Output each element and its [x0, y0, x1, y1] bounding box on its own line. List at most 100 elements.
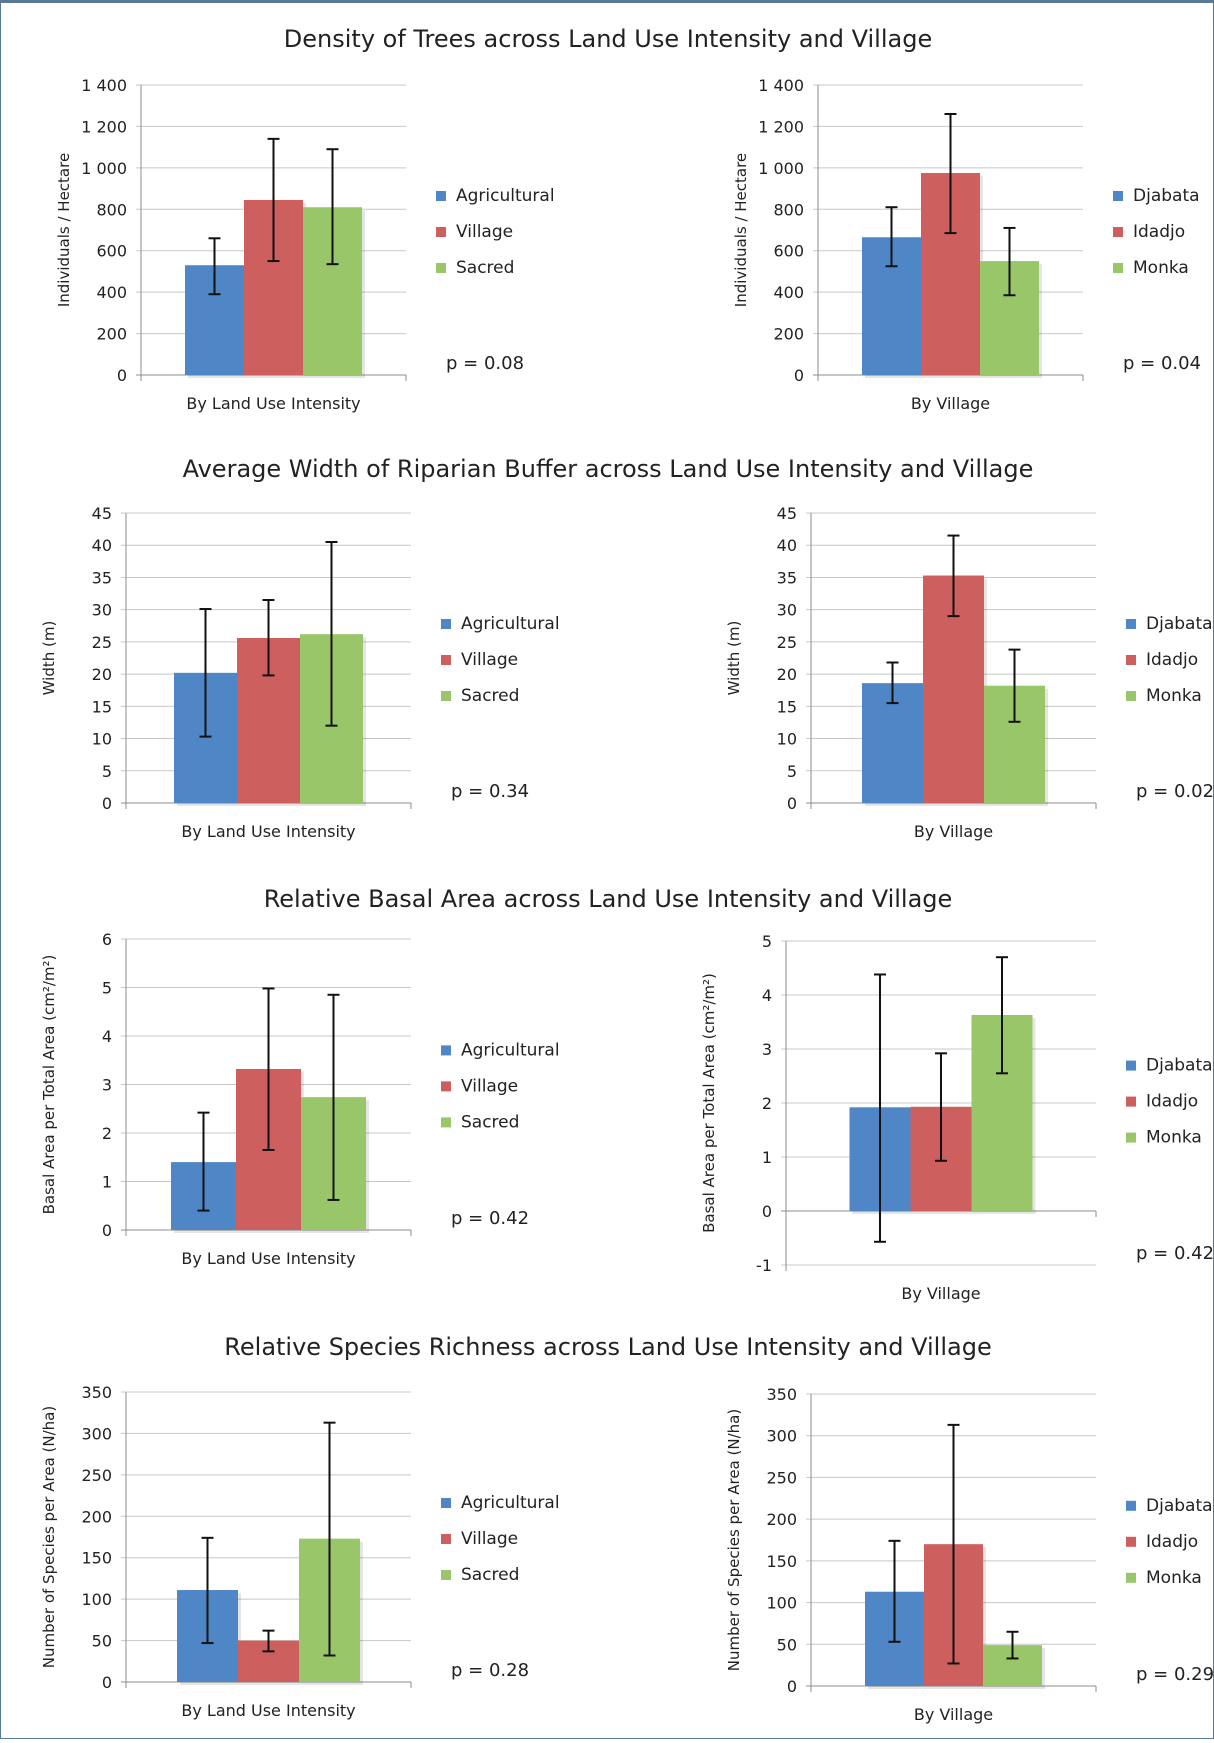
- y-tick-label: 5: [102, 979, 112, 998]
- panel-title-tree-density: Density of Trees across Land Use Intensi…: [283, 25, 933, 53]
- y-axis-label: Individuals / Hectare: [732, 153, 750, 307]
- chart-tree-density-village: 0 200 400 600 800 1 000 1 200 1 400 By Village In…: [732, 76, 1201, 413]
- legend-swatch: [441, 655, 451, 665]
- legend-label: Monka: [1146, 1128, 1202, 1148]
- y-tick-label: 0: [117, 366, 127, 385]
- chart-tree-density-land-use: 0 200 400 600 800 1 000 1 200 1 400 By Land Use …: [55, 76, 555, 413]
- y-tick-label: 20: [92, 665, 112, 684]
- y-tick-label: -1: [756, 1256, 772, 1275]
- x-axis-label: By Village: [914, 1705, 993, 1724]
- legend-swatch: [1113, 191, 1123, 201]
- legend-swatch: [436, 191, 446, 201]
- y-tick-label: 10: [777, 730, 797, 749]
- y-tick-label: 350: [81, 1383, 112, 1402]
- x-axis-label: By Village: [911, 394, 990, 413]
- y-tick-label: 30: [777, 601, 797, 620]
- legend-swatch: [1113, 263, 1123, 273]
- legend-swatch: [436, 227, 446, 237]
- y-axis-label: Basal Area per Total Area (cm²/m²): [40, 955, 58, 1215]
- y-tick-label: 20: [777, 665, 797, 684]
- legend-label: Djabata: [1146, 614, 1213, 634]
- y-tick-label: 400: [96, 283, 127, 302]
- y-tick-label: 150: [766, 1552, 797, 1571]
- y-tick-label: 200: [96, 325, 127, 344]
- y-tick-label: 0: [102, 794, 112, 813]
- y-tick-label: 0: [794, 366, 804, 385]
- y-tick-label: 600: [773, 242, 804, 261]
- y-axis-label: Number of Species per Area (N/ha): [725, 1409, 743, 1671]
- legend-label: Djabata: [1146, 1496, 1213, 1516]
- y-axis-label: Width (m): [725, 621, 743, 696]
- y-tick-label: 350: [766, 1385, 797, 1404]
- x-axis-label: By Village: [914, 822, 993, 841]
- legend-label: Idadjo: [1133, 222, 1185, 242]
- legend-label: Village: [461, 650, 518, 670]
- p-value-annotation: p = 0.28: [451, 1660, 529, 1681]
- y-tick-label: 6: [102, 930, 112, 949]
- y-tick-label: 0: [787, 1677, 797, 1696]
- legend-label: Village: [461, 1076, 518, 1096]
- legend-swatch: [441, 1534, 451, 1544]
- legend-label: Sacred: [461, 1112, 519, 1132]
- y-tick-label: 30: [92, 601, 112, 620]
- y-tick-label: 300: [81, 1424, 112, 1443]
- legend-swatch: [1126, 1500, 1136, 1511]
- legend-swatch: [1126, 1536, 1136, 1547]
- y-tick-label: 50: [777, 1635, 797, 1654]
- y-tick-label: 35: [92, 568, 112, 587]
- p-value-annotation: p = 0.34: [451, 781, 529, 802]
- p-value-annotation: p = 0.29: [1136, 1664, 1214, 1685]
- y-tick-label: 1: [102, 1173, 112, 1192]
- legend-swatch: [441, 1570, 451, 1580]
- panel-title-riparian-width: Average Width of Riparian Buffer across …: [182, 455, 1034, 483]
- y-tick-label: 45: [92, 504, 112, 523]
- legend-label: Djabata: [1133, 186, 1200, 206]
- legend-label: Monka: [1133, 258, 1189, 278]
- legend-label: Monka: [1146, 1568, 1202, 1588]
- y-axis-label: Width (m): [40, 621, 58, 696]
- x-axis-label: By Village: [901, 1284, 980, 1303]
- legend-swatch: [1126, 619, 1136, 629]
- y-tick-label: 1 200: [758, 117, 804, 136]
- y-tick-label: 25: [777, 633, 797, 652]
- legend-label: Djabata: [1146, 1056, 1213, 1076]
- legend-label: Sacred: [456, 258, 514, 278]
- legend-swatch: [1113, 227, 1123, 237]
- y-tick-label: 5: [762, 932, 772, 951]
- y-tick-label: 1 000: [81, 159, 127, 178]
- y-tick-label: 1 400: [758, 76, 804, 95]
- y-tick-label: 15: [92, 697, 112, 716]
- y-tick-label: 200: [773, 325, 804, 344]
- y-axis-label: Number of Species per Area (N/ha): [40, 1406, 58, 1668]
- legend-swatch: [1126, 1572, 1136, 1583]
- panel-title-basal-area: Relative Basal Area across Land Use Inte…: [263, 885, 953, 913]
- chart-species-richness-land-use: 0 50 100 150 200 250 300 350 By Land Use Intensi…: [40, 1383, 560, 1720]
- legend-label: Idadjo: [1146, 1092, 1198, 1112]
- y-tick-label: 200: [81, 1507, 112, 1526]
- legend-label: Agricultural: [461, 614, 560, 634]
- y-tick-label: 3: [762, 1040, 772, 1059]
- y-tick-label: 10: [92, 730, 112, 749]
- y-tick-label: 15: [777, 697, 797, 716]
- y-tick-label: 2: [102, 1124, 112, 1143]
- legend-swatch: [1126, 1096, 1136, 1107]
- y-tick-label: 1 200: [81, 117, 127, 136]
- y-tick-label: 100: [81, 1590, 112, 1609]
- y-axis-label: Individuals / Hectare: [55, 153, 73, 307]
- y-tick-label: 200: [766, 1510, 797, 1529]
- y-tick-label: 250: [81, 1466, 112, 1485]
- chart-riparian-width-village: 0 5 10 15 20 25 30 35 40 45 By Village Width (m) Dja…: [725, 504, 1214, 841]
- p-value-annotation: p = 0.02: [1136, 781, 1214, 802]
- p-value-annotation: p = 0.42: [1136, 1243, 1214, 1264]
- y-tick-label: 150: [81, 1549, 112, 1568]
- y-tick-label: 100: [766, 1594, 797, 1613]
- y-tick-label: 250: [766, 1468, 797, 1487]
- legend-swatch: [1126, 1060, 1136, 1071]
- legend-label: Village: [456, 222, 513, 242]
- panel-title-species-richness: Relative Species Richness across Land Us…: [224, 1333, 992, 1361]
- p-value-annotation: p = 0.04: [1123, 353, 1201, 374]
- chart-riparian-width-land-use: 0 5 10 15 20 25 30 35 40 45 By Land Use Intensity W…: [40, 504, 560, 841]
- chart-basal-area-land-use: 0 1 2 3 4 5 6 By Land Use Intensity Basal Area p…: [40, 930, 560, 1268]
- chart-species-richness-village: 0 50 100 150 200 250 300 350 By Village Number of…: [725, 1385, 1214, 1724]
